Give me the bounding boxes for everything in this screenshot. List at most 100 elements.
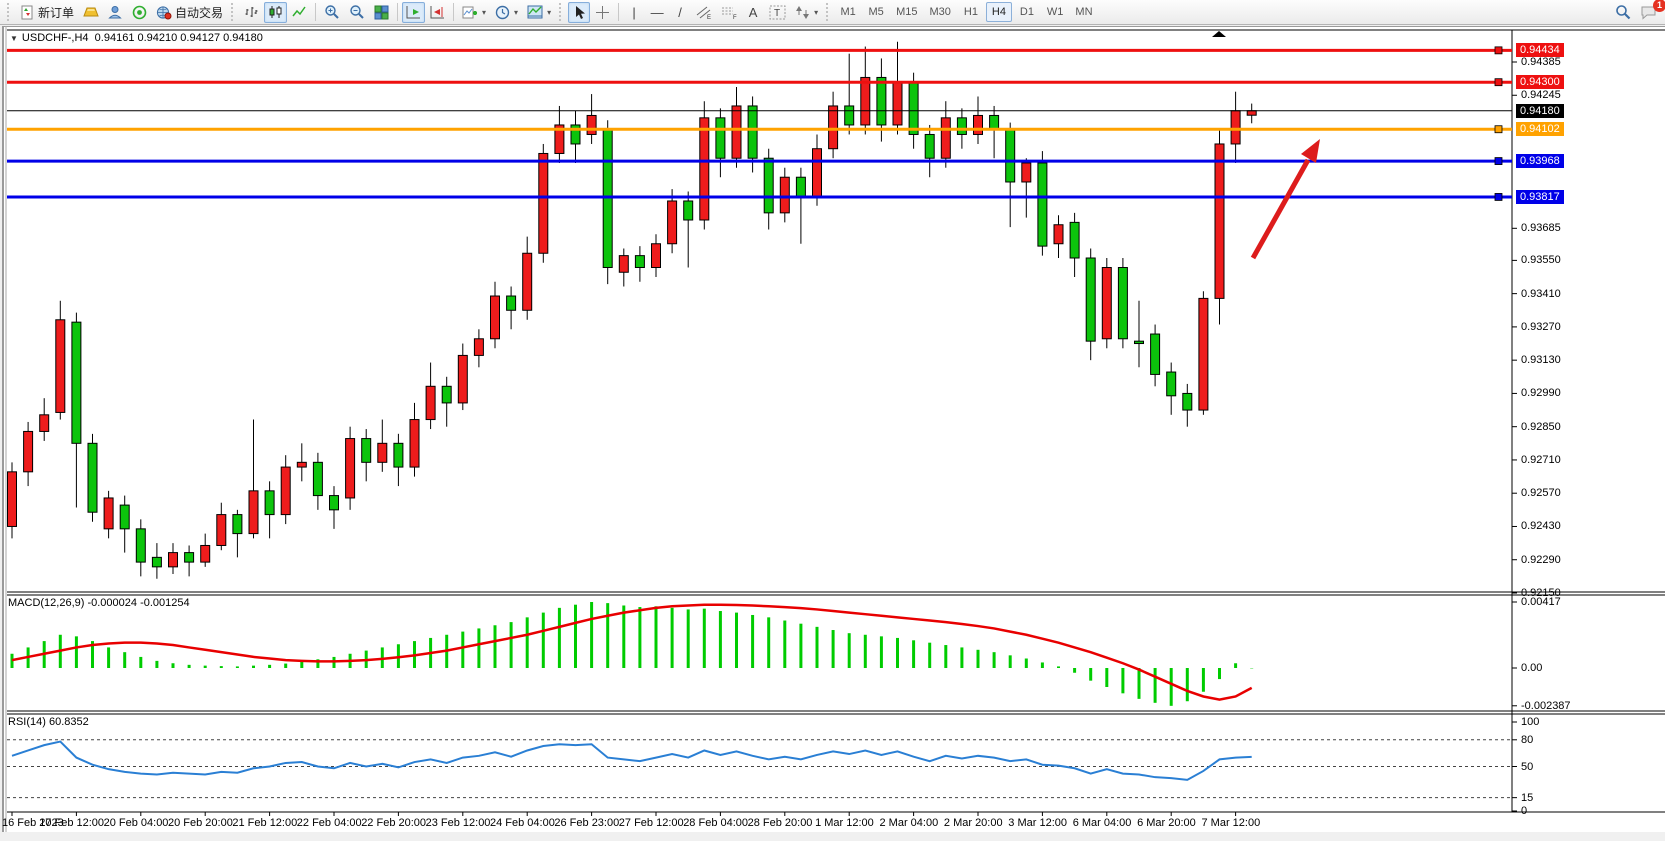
new-order-label: 新订单 [38,5,75,20]
toolbar-grip[interactable] [559,3,564,21]
candlestick-chart-button[interactable] [264,1,288,23]
auto-scroll-button[interactable] [402,1,426,23]
candle-body [1182,392,1193,411]
tile-windows-icon [374,5,389,19]
candle-body [538,152,549,254]
trendline-tool[interactable]: / [669,2,691,23]
time-axis-label: 20 Feb 04:00 [103,817,169,829]
line-chart-button[interactable] [288,2,311,23]
time-axis-label: 3 Mar 12:00 [1008,817,1067,829]
macd-signal-line [11,603,1253,701]
periods-button[interactable]: ▾ [491,2,522,23]
toolbar-grip[interactable] [7,3,12,21]
timeframe-m15-button[interactable]: M15 [896,6,918,18]
text-label-icon: T [769,5,786,19]
rsi-scale-label: 50 [1521,760,1534,773]
autotrade-button[interactable]: 自动交易 [152,2,227,23]
time-axis-label: 6 Mar 04:00 [1072,817,1132,829]
timeframe-m1-button[interactable]: M1 [840,6,856,18]
candle-body [1166,371,1177,397]
timeframe-h4-button[interactable]: H4 [985,2,1012,22]
signals-button[interactable] [128,2,151,23]
candle-body [763,157,774,214]
candle-body [1037,162,1048,247]
price-tick-label: 0.92430 [1521,520,1561,533]
search-button[interactable] [1611,2,1635,23]
candle-body [1101,267,1112,340]
equidistant-channel-tool[interactable]: E [692,2,716,23]
text-tool[interactable]: A [742,2,764,23]
zoom-in-icon [325,5,339,19]
symbol-dropdown-icon[interactable]: ▼ [10,34,18,43]
timeframe-d1-button[interactable]: D1 [1019,6,1034,18]
candle-body [1021,162,1032,183]
autotrade-globe-icon [156,5,172,19]
time-axis-label: 28 Feb 20:00 [747,817,813,829]
candle-body [1053,224,1064,245]
time-axis-label: 16 Feb 2023 [2,817,64,829]
price-tick-label: 0.94385 [1521,56,1561,68]
candle-body [1005,129,1016,183]
horizontal-line-tool[interactable]: — [646,2,668,23]
market-button[interactable] [79,2,103,23]
time-axis-label: 17 Feb 12:00 [39,817,105,829]
time-axis-label: 22 Feb 04:00 [296,817,362,829]
bar-chart-button[interactable] [240,2,263,23]
rsi-line [11,740,1252,781]
candle-body [361,438,372,463]
tile-windows-button[interactable] [370,2,393,23]
chart-shift-button[interactable] [426,2,449,23]
level-anchor-marker [1494,157,1503,165]
timeframe-m5-button[interactable]: M5 [868,6,884,18]
crosshair-icon [596,5,610,19]
zoom-out-button[interactable] [345,2,369,23]
rsi-scale-label: 80 [1521,733,1534,746]
chat-button[interactable]: 1 [1636,0,1665,23]
candle-body [55,319,66,413]
toolbar-grip[interactable] [231,3,236,21]
price-tick-label: 0.92570 [1521,487,1561,500]
chart-title[interactable]: ▼ USDCHF-,H4 0.94161 0.94210 0.94127 0.94… [10,32,263,44]
candle-body [216,514,227,546]
arrows-tool[interactable]: ▾ [791,2,822,23]
profile-icon [108,5,122,18]
price-tick-label: 0.92710 [1521,453,1561,466]
candle-body [747,105,758,159]
text-label-tool[interactable]: T [765,2,790,23]
time-axis-label: 1 Mar 12:00 [815,817,874,829]
timeframe-w1-button[interactable]: W1 [1046,6,1064,18]
candle-body [908,81,919,135]
candle-body [667,200,678,245]
crosshair-button[interactable] [591,2,614,23]
candle-body [651,243,661,269]
price-level-badge: 0.94102 [1516,122,1564,137]
new-order-button[interactable]: 新订单 [16,2,78,23]
candle-body [168,552,178,568]
cursor-button[interactable] [568,1,591,23]
candle-body [570,124,581,145]
price-tick-label: 0.93410 [1521,287,1561,300]
candle-body [1069,221,1080,259]
timeframe-m30-button[interactable]: M30 [929,6,951,18]
candle-body [876,76,887,126]
fibonacci-tool[interactable]: F [717,2,741,23]
zoom-in-button[interactable] [320,2,344,23]
candle-body [377,442,388,463]
templates-button[interactable]: ▾ [523,2,555,23]
vertical-line-tool[interactable]: | [623,2,645,23]
chart-shift-icon [430,6,445,19]
profile-button[interactable] [104,2,127,23]
svg-text:F: F [733,15,737,20]
candle-body [634,255,645,269]
candle-body [602,129,613,269]
timeframe-mn-button[interactable]: MN [1075,6,1093,18]
candle-body [828,105,839,150]
symbol-label: USDCHF-,H4 [21,32,89,44]
search-icon [1616,5,1631,20]
toolbar-grip[interactable] [826,3,831,21]
timeframe-h1-button[interactable]: H1 [963,6,978,18]
time-axis-label: 7 Mar 12:00 [1201,817,1261,829]
add-indicator-button[interactable]: ▾ [458,2,490,23]
rsi-scale-label: 15 [1521,791,1534,804]
